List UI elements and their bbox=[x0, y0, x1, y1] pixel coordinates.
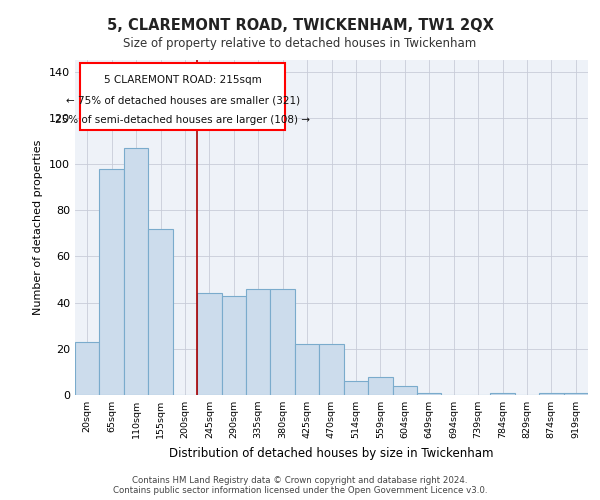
Bar bbox=[124, 148, 148, 395]
Bar bbox=[148, 228, 173, 395]
Bar bbox=[490, 392, 515, 395]
Bar bbox=[100, 168, 124, 395]
Bar bbox=[392, 386, 417, 395]
Bar bbox=[563, 392, 588, 395]
Bar bbox=[368, 376, 392, 395]
Text: 5 CLAREMONT ROAD: 215sqm: 5 CLAREMONT ROAD: 215sqm bbox=[104, 75, 262, 85]
Text: 5, CLAREMONT ROAD, TWICKENHAM, TW1 2QX: 5, CLAREMONT ROAD, TWICKENHAM, TW1 2QX bbox=[107, 18, 493, 32]
Bar bbox=[271, 288, 295, 395]
X-axis label: Distribution of detached houses by size in Twickenham: Distribution of detached houses by size … bbox=[169, 446, 494, 460]
Bar bbox=[246, 288, 271, 395]
Bar bbox=[295, 344, 319, 395]
Bar bbox=[75, 342, 100, 395]
Bar bbox=[319, 344, 344, 395]
Bar bbox=[417, 392, 442, 395]
Bar bbox=[197, 294, 221, 395]
Text: 25% of semi-detached houses are larger (108) →: 25% of semi-detached houses are larger (… bbox=[55, 116, 310, 126]
FancyBboxPatch shape bbox=[80, 64, 286, 130]
Text: Size of property relative to detached houses in Twickenham: Size of property relative to detached ho… bbox=[124, 38, 476, 51]
Text: ← 75% of detached houses are smaller (321): ← 75% of detached houses are smaller (32… bbox=[65, 95, 300, 105]
Y-axis label: Number of detached properties: Number of detached properties bbox=[34, 140, 43, 315]
Bar bbox=[221, 296, 246, 395]
Bar bbox=[539, 392, 563, 395]
Bar bbox=[344, 381, 368, 395]
Text: Contains HM Land Registry data © Crown copyright and database right 2024.
Contai: Contains HM Land Registry data © Crown c… bbox=[113, 476, 487, 495]
